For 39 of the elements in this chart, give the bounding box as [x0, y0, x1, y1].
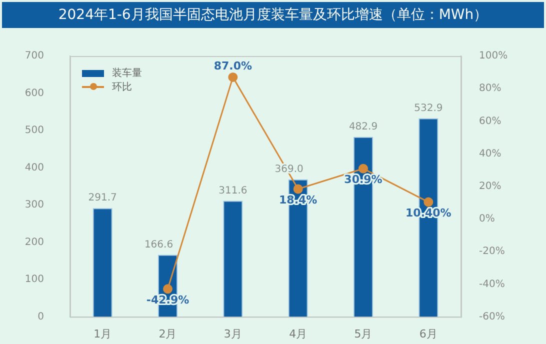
y2-tick-label: 60% [479, 116, 502, 127]
y2-tick-label: -20% [479, 246, 505, 258]
point [358, 164, 368, 174]
point [163, 284, 172, 294]
data-label: 166.6 [144, 239, 174, 250]
y-tick-label: 300 [24, 200, 44, 211]
data-label: 30.9% [344, 172, 382, 186]
legend-label: 环比 [112, 80, 132, 94]
chart-title: 2024年1-6月我国半固态电池月度装车量及环比增速（单位：MWh） [2, 2, 544, 28]
point [424, 197, 434, 207]
y-tick-label: 400 [24, 162, 44, 174]
data-label: 291.7 [88, 192, 117, 204]
x-tick-label: 6月 [419, 327, 438, 340]
y2-tick-label: 20% [479, 180, 502, 192]
y-tick-label: 700 [24, 50, 44, 62]
y-tick-label: 500 [24, 125, 44, 136]
data-label: 311.6 [218, 185, 248, 196]
legend-label: 装车量 [112, 66, 142, 80]
data-label: 482.9 [348, 121, 378, 132]
data-label: 18.4% [278, 193, 318, 206]
y2-tick-label: 0% [479, 214, 495, 225]
data-label: 532.9 [414, 102, 443, 114]
x-tick-label: 5月 [354, 327, 372, 340]
y2-tick-label: -40% [479, 278, 505, 290]
data-label: 87.0% [214, 60, 252, 73]
x-tick-label: 1月 [94, 327, 112, 340]
x-tick-label: 2月 [158, 327, 177, 340]
y-tick-label: 0 [38, 311, 44, 322]
point [293, 184, 303, 194]
y2-tick-label: 100% [479, 50, 508, 62]
point [228, 72, 238, 82]
y-tick-label: 600 [24, 88, 44, 99]
y-tick-label: 100 [24, 274, 44, 286]
y2-tick-label: -60% [479, 311, 505, 322]
y2-tick-label: 80% [479, 83, 502, 94]
x-tick-label: 4月 [289, 327, 308, 340]
y2-tick-label: 40% [479, 148, 502, 160]
y-tick-label: 200 [24, 236, 44, 248]
x-tick-label: 3月 [224, 327, 242, 340]
